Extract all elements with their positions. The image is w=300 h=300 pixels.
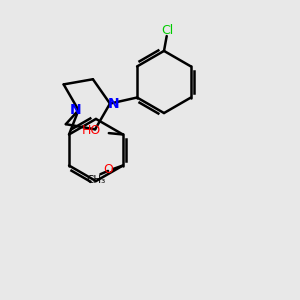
Text: HO: HO [82,124,101,137]
Text: O: O [103,163,113,176]
Text: CH₃: CH₃ [86,175,106,184]
Text: N: N [107,97,119,111]
Text: Cl: Cl [161,24,173,37]
Text: N: N [70,103,81,117]
